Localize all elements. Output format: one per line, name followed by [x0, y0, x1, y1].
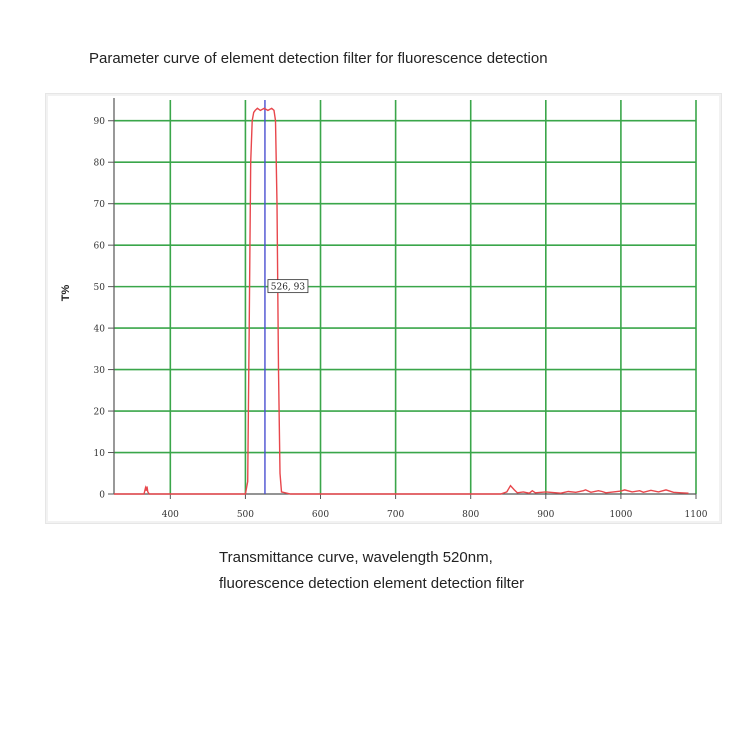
y-tick-label: 30 [94, 366, 106, 376]
marker-label-box [267, 279, 309, 294]
caption-line-2: fluorescence detection element detection… [219, 575, 525, 592]
page-title: Parameter curve of element detection fil… [89, 50, 548, 67]
y-tick-label: 70 [94, 200, 106, 210]
transmittance-chart: 0 10 20 30 40 50 60 70 80 90 400 500 600 700 800 900 100… [60, 98, 708, 520]
y-tick-label: 90 [94, 117, 106, 127]
transmittance-curve [114, 107, 689, 495]
x-tick-label: 600 [312, 510, 329, 520]
y-tick-label: 10 [94, 449, 106, 459]
marker-label: 526, 93 [271, 283, 306, 293]
x-tick-label: 1000 [609, 510, 632, 520]
chart-panel: 0 10 20 30 40 50 60 70 80 90 400 500 600 700 800 900 100… [45, 93, 722, 524]
x-tick-label: 400 [162, 510, 179, 520]
y-tick-label: 40 [94, 325, 106, 335]
y-tick-label: 80 [94, 159, 106, 169]
y-tick-label: 20 [94, 408, 106, 418]
x-tick-label: 1100 [685, 510, 708, 520]
y-tick-label: 60 [94, 242, 106, 252]
caption-line-1: Transmittance curve, wavelength 520nm, [219, 549, 493, 566]
y-tick-label: 0 [99, 491, 105, 501]
x-tick-label: 700 [387, 510, 404, 520]
x-tick-label: 500 [237, 510, 254, 520]
y-axis-label: T% [60, 285, 72, 302]
x-tick-label: 900 [537, 510, 554, 520]
y-tick-label: 50 [94, 283, 106, 293]
x-tick-label: 800 [462, 510, 479, 520]
